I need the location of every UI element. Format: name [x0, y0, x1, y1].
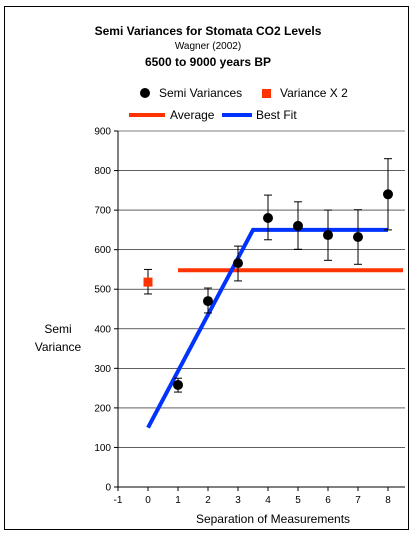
x-tick-label: 3 — [235, 495, 241, 506]
data-point-variance-x-2 — [143, 277, 153, 287]
data-point-semi-variances — [263, 213, 273, 224]
y-tick-label: 600 — [94, 245, 111, 256]
y-tick-label: 100 — [94, 443, 111, 454]
x-tick-label: 2 — [205, 495, 211, 506]
data-point-semi-variances — [353, 232, 363, 243]
chart-subtitle: Wagner (2002) — [174, 41, 242, 52]
data-point-semi-variances — [383, 189, 393, 200]
y-tick-label: 700 — [94, 206, 111, 217]
data-point-semi-variances — [323, 230, 333, 241]
legend-marker-semi-variances — [140, 88, 150, 98]
series-line-best-fit — [146, 227, 388, 429]
y-axis-label: Semi Variance — [28, 320, 88, 356]
y-tick-label: 800 — [94, 166, 111, 177]
x-tick-label: 5 — [295, 495, 301, 506]
y-axis-label-line-1: Semi — [44, 322, 72, 336]
x-tick-label: 8 — [385, 495, 391, 506]
x-axis-label: Separation of Measurements — [195, 512, 351, 526]
y-tick-label: 900 — [94, 127, 111, 138]
legend-label-average: Average — [170, 108, 215, 122]
legend-label-best-fit: Best Fit — [256, 108, 297, 122]
y-tick-label: 400 — [94, 324, 111, 335]
chart-frame — [4, 6, 409, 530]
data-point-semi-variances — [203, 296, 213, 307]
x-tick-label: 1 — [175, 495, 181, 506]
x-tick-label: 6 — [325, 495, 331, 506]
y-tick-label: 500 — [94, 285, 111, 296]
x-tick-label: -1 — [114, 495, 123, 506]
chart-title: Semi Variances for Stomata CO2 Levels — [94, 24, 322, 38]
y-tick-label: 300 — [94, 364, 111, 375]
legend-marker-variance-x-2 — [262, 89, 271, 98]
data-point-semi-variances — [173, 379, 183, 390]
y-tick-label: 0 — [105, 483, 111, 494]
x-tick-label: 4 — [265, 495, 271, 506]
x-tick-label: 7 — [355, 495, 361, 506]
legend-label-semi-variances: Semi Variances — [159, 86, 242, 100]
data-point-semi-variances — [233, 258, 243, 269]
y-tick-label: 200 — [94, 403, 111, 414]
y-axis-label-line-2: Variance — [34, 340, 82, 354]
data-point-semi-variances — [293, 220, 303, 231]
x-tick-label: 0 — [145, 495, 151, 506]
legend-label-variance-x-2: Variance X 2 — [280, 86, 348, 100]
chart-subtitle-period: 6500 to 9000 years BP — [144, 55, 272, 69]
